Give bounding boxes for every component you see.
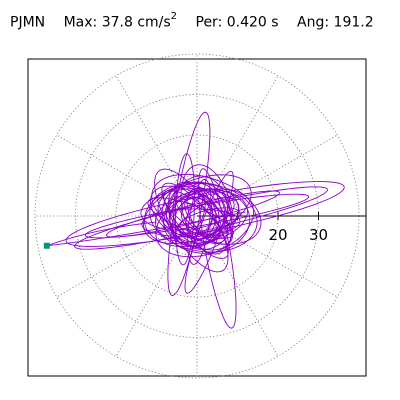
trace-tail — [46, 211, 246, 247]
tick-label: 20 — [268, 226, 287, 244]
grid-spoke — [231, 235, 338, 298]
trace-loop — [149, 182, 258, 253]
station-code: PJMN — [10, 14, 46, 31]
trace-tail — [46, 221, 157, 247]
trace-loop — [161, 181, 226, 247]
trace-loop — [161, 182, 229, 260]
period-label: Per: — [195, 14, 223, 31]
peak-marker-square — [43, 242, 50, 249]
trace-loop — [172, 175, 228, 245]
trace-loop — [169, 193, 220, 248]
trace-loop — [165, 184, 206, 236]
trace-loop — [65, 181, 345, 247]
grid-spoke — [115, 250, 178, 357]
max-value: 37.8 cm/s — [101, 14, 171, 31]
tick-labels: 20 30 — [268, 226, 328, 244]
angle-label: Ang: — [297, 14, 330, 31]
angle-value: 191.2 — [333, 14, 374, 31]
grid-spoke — [56, 134, 163, 197]
grid-spoke — [115, 75, 178, 182]
trace-loop — [74, 186, 328, 250]
grid-spoke — [216, 75, 279, 182]
trace-loop — [84, 193, 310, 239]
trace-loop — [187, 178, 212, 265]
peak-marker — [43, 242, 50, 249]
trace-loop — [141, 208, 241, 238]
trace-loop — [154, 168, 229, 273]
trace-loop — [177, 207, 241, 234]
period-value: 0.420 s — [226, 14, 279, 31]
trace-loop — [155, 188, 255, 258]
chart-title: PJMN Max: 37.8 cm/s2 Per: 0.420 s Ang: 1… — [10, 11, 374, 31]
trace-loop — [180, 190, 227, 236]
trace-loop — [184, 170, 234, 294]
trace-loop — [140, 188, 235, 231]
trace-loop — [174, 153, 195, 266]
max-exponent: 2 — [170, 11, 178, 22]
particle-motion-trace — [46, 111, 345, 329]
max-label: Max: — [63, 14, 98, 31]
tick-label: 30 — [309, 226, 328, 244]
